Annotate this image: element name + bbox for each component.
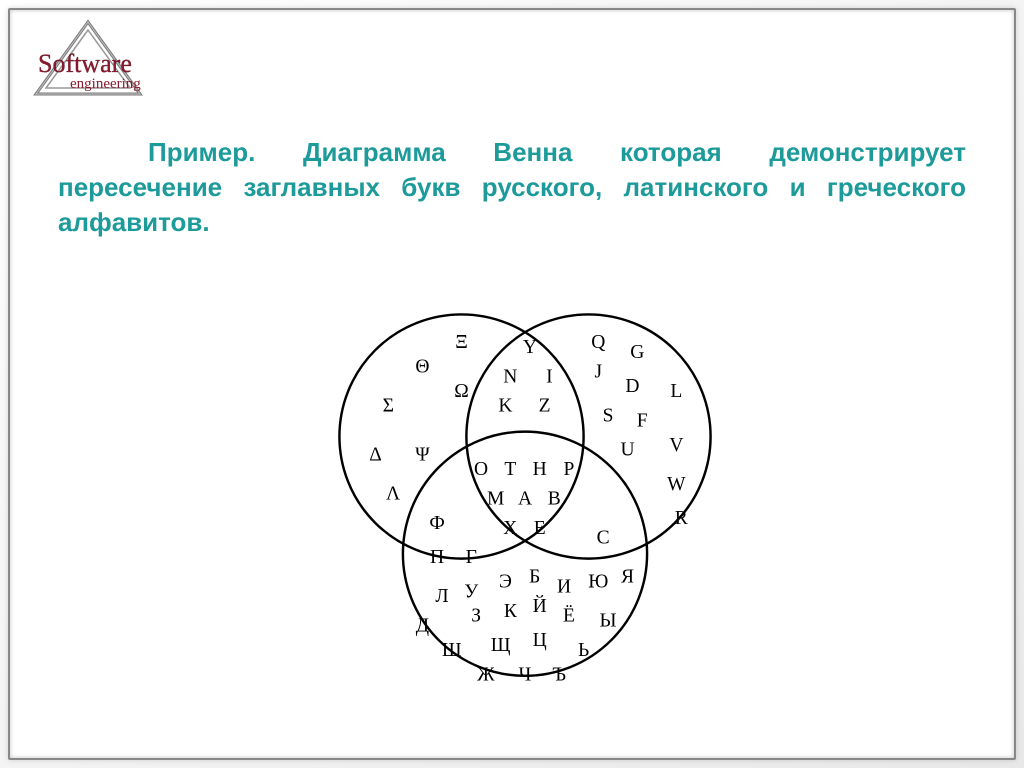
venn-letter: V bbox=[669, 435, 683, 456]
venn-letter: Θ bbox=[415, 357, 429, 378]
venn-letter: P bbox=[564, 459, 575, 480]
venn-letter: W bbox=[667, 474, 686, 495]
venn-letter: И bbox=[557, 576, 571, 597]
venn-letter: Ш bbox=[442, 640, 462, 661]
venn-letter: T bbox=[504, 459, 516, 480]
venn-letter: Г bbox=[466, 547, 477, 568]
venn-letter: Ъ bbox=[552, 664, 566, 685]
venn-letter: Ж bbox=[477, 664, 495, 685]
venn-letter: Ы bbox=[600, 611, 617, 632]
software-engineering-logo: Software engineering bbox=[18, 16, 158, 106]
venn-letter: D bbox=[625, 376, 639, 397]
venn-letter: Λ bbox=[386, 484, 400, 505]
logo-text-line2: engineering bbox=[70, 76, 141, 92]
venn-letter: Ф bbox=[429, 513, 444, 534]
venn-letter: Б bbox=[529, 567, 540, 588]
venn-letter: У bbox=[464, 581, 478, 602]
venn-diagram: Ξ Θ Ω Σ Δ ΨΛ Q G J D L S FU VWR ЛУЭБИЮЯ Д З КЙЁ Ы Ш Щ Ц Ь Ж ЧЪ YN… bbox=[315, 290, 735, 710]
venn-letter: Ω bbox=[454, 381, 469, 402]
venn-letter: K bbox=[498, 396, 512, 417]
venn-letter: Й bbox=[533, 596, 547, 617]
venn-letter: B bbox=[548, 488, 561, 509]
logo-text-line1: Software bbox=[38, 49, 132, 78]
venn-letter: Σ bbox=[383, 396, 394, 417]
venn-letter: Ψ bbox=[415, 445, 430, 466]
venn-letter: З bbox=[471, 606, 481, 627]
venn-letter: C bbox=[597, 528, 610, 549]
venn-letter: J bbox=[594, 362, 602, 383]
venn-letter: O bbox=[474, 459, 488, 480]
venn-letter: Y bbox=[523, 337, 537, 358]
venn-letter: Ц bbox=[533, 630, 547, 651]
venn-letter: Д bbox=[416, 615, 429, 636]
venn-letter: Δ bbox=[369, 445, 382, 466]
slide-frame: Software engineering Пример. Диаграмма В… bbox=[8, 8, 1016, 760]
venn-letter: Ь bbox=[578, 640, 589, 661]
venn-letter: U bbox=[621, 440, 635, 461]
venn-letter: Л bbox=[435, 586, 448, 607]
venn-letter: К bbox=[504, 601, 518, 622]
venn-letter: L bbox=[670, 381, 682, 402]
title-text: Пример. Диаграмма Венна которая демонстр… bbox=[58, 137, 966, 237]
venn-letter: A bbox=[518, 488, 532, 509]
venn-letter: Э bbox=[499, 572, 512, 593]
venn-letter: F bbox=[637, 410, 648, 431]
venn-letter: E bbox=[534, 518, 546, 539]
slide-title: Пример. Диаграмма Венна которая демонстр… bbox=[58, 135, 966, 240]
venn-letter: Z bbox=[539, 396, 551, 417]
venn-letter: H bbox=[533, 459, 547, 480]
venn-letter: Ю bbox=[588, 572, 608, 593]
venn-letter: Щ bbox=[491, 635, 511, 656]
venn-letter: X bbox=[503, 518, 517, 539]
venn-letter: I bbox=[546, 366, 552, 387]
venn-letter: Я bbox=[621, 567, 634, 588]
venn-letter: Q bbox=[591, 332, 605, 353]
venn-letter: Ξ bbox=[455, 332, 468, 353]
venn-letter: Ё bbox=[563, 606, 575, 627]
venn-letter: Ч bbox=[519, 664, 532, 685]
venn-letter: S bbox=[603, 405, 614, 426]
outer-frame: Software engineering Пример. Диаграмма В… bbox=[0, 0, 1024, 768]
venn-letter: G bbox=[630, 342, 644, 363]
venn-letter: N bbox=[503, 366, 517, 387]
venn-letter: R bbox=[675, 508, 688, 529]
venn-letter: M bbox=[487, 488, 504, 509]
venn-letter: П bbox=[430, 547, 444, 568]
